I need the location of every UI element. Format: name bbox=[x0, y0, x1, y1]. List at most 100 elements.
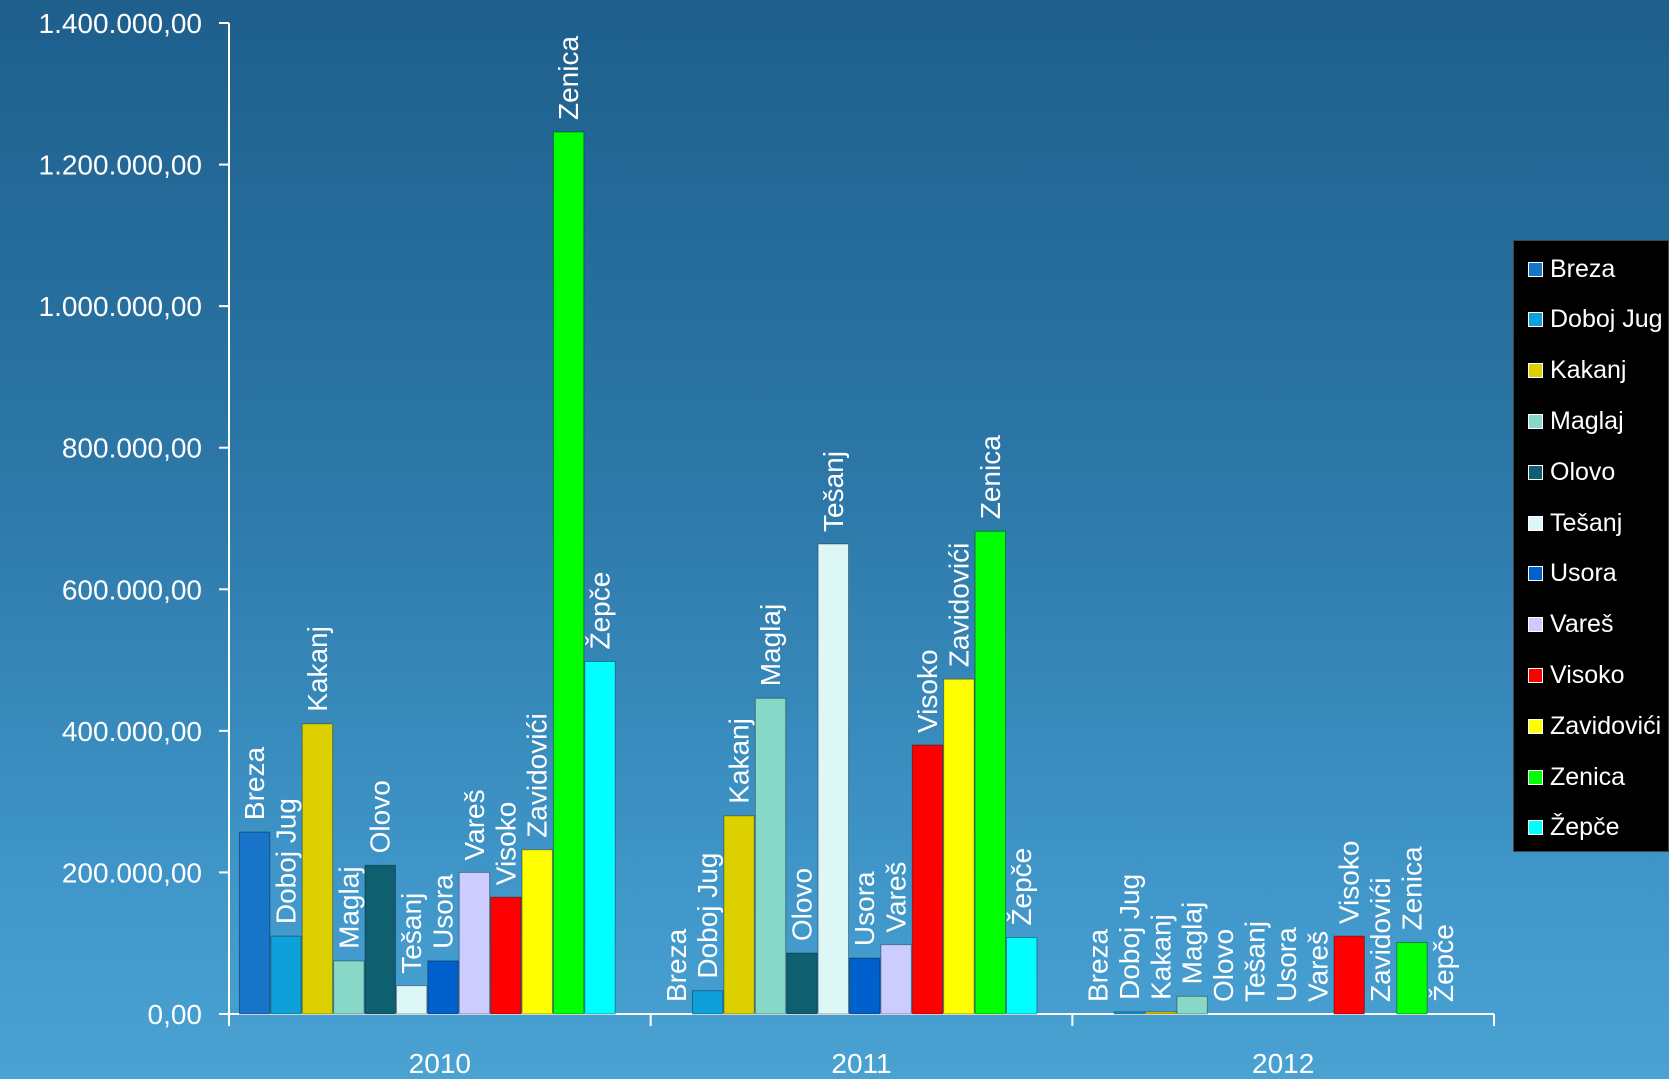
legend-label: Breza bbox=[1550, 254, 1616, 283]
legend-label: Zenica bbox=[1550, 762, 1626, 791]
data-label: Visoko bbox=[1334, 841, 1365, 925]
x-tick-label: 2012 bbox=[1252, 1048, 1314, 1079]
bar bbox=[786, 952, 818, 1015]
data-label: Vareš bbox=[881, 862, 912, 933]
data-label: Visoko bbox=[490, 802, 521, 886]
legend-label: Usora bbox=[1550, 559, 1617, 588]
bar bbox=[1396, 942, 1428, 1015]
data-label: Zenica bbox=[553, 36, 584, 120]
bar bbox=[458, 871, 491, 1015]
data-label: Vareš bbox=[1302, 931, 1333, 1002]
data-label: Maglaj bbox=[1177, 902, 1208, 984]
y-tick-label: 200.000,00 bbox=[62, 857, 202, 888]
legend-item: Tešanj bbox=[1528, 508, 1622, 538]
legend-label: Žepče bbox=[1550, 813, 1620, 842]
legend-label: Tešanj bbox=[1550, 508, 1623, 537]
bar bbox=[723, 815, 755, 1015]
bar bbox=[1145, 1011, 1177, 1015]
data-label: Usora bbox=[428, 874, 459, 949]
bar bbox=[754, 697, 787, 1015]
bar bbox=[974, 530, 1006, 1015]
data-label: Tešanj bbox=[818, 451, 849, 532]
legend-swatch bbox=[1528, 769, 1543, 785]
legend-item: Doboj Jug bbox=[1528, 305, 1663, 335]
bar bbox=[849, 957, 881, 1015]
bar bbox=[1176, 995, 1208, 1015]
bar bbox=[880, 944, 912, 1015]
legend-label: Maglaj bbox=[1550, 406, 1624, 435]
data-label: Maglaj bbox=[333, 866, 364, 948]
bar bbox=[521, 849, 553, 1015]
legend-item: Žepče bbox=[1528, 813, 1619, 843]
legend-label: Olovo bbox=[1550, 457, 1616, 486]
data-label: Tešanj bbox=[396, 893, 427, 974]
bar bbox=[490, 896, 522, 1015]
bar bbox=[427, 960, 459, 1015]
legend: Breza Doboj Jug Kakanj Maglaj Olovo Tešanj Uso… bbox=[1513, 240, 1669, 852]
legend-item: Breza bbox=[1528, 254, 1615, 284]
legend-label: Visoko bbox=[1550, 660, 1625, 689]
y-tick-label: 400.000,00 bbox=[62, 716, 202, 747]
bar bbox=[333, 960, 365, 1015]
bar bbox=[817, 543, 849, 1015]
legend-swatch bbox=[1528, 667, 1543, 683]
legend-swatch bbox=[1528, 312, 1543, 328]
data-label: Maglaj bbox=[755, 604, 786, 686]
data-label: Olovo bbox=[365, 780, 396, 853]
data-label: Vareš bbox=[459, 789, 490, 860]
legend-swatch bbox=[1528, 820, 1543, 836]
legend-swatch bbox=[1528, 464, 1543, 480]
y-tick-label: 1.400.000,00 bbox=[39, 8, 203, 39]
legend-item: Olovo bbox=[1528, 457, 1615, 487]
y-tick-label: 600.000,00 bbox=[62, 574, 202, 605]
legend-item: Zenica bbox=[1528, 762, 1625, 792]
data-label: Olovo bbox=[786, 868, 817, 941]
bar bbox=[552, 131, 585, 1015]
y-tick-label: 800.000,00 bbox=[62, 433, 202, 464]
data-label: Tešanj bbox=[1239, 921, 1270, 1002]
legend-item: Vareš bbox=[1528, 610, 1613, 640]
data-label: Doboj Jug bbox=[1114, 874, 1145, 1000]
legend-swatch bbox=[1528, 413, 1543, 429]
data-label: Usora bbox=[849, 871, 880, 946]
x-tick-label: 2010 bbox=[409, 1048, 471, 1079]
data-label: Kakanj bbox=[724, 718, 755, 804]
bar bbox=[911, 744, 944, 1015]
data-label: Breza bbox=[661, 928, 692, 1002]
data-label: Zavidovići bbox=[943, 543, 974, 667]
legend-item: Maglaj bbox=[1528, 406, 1624, 436]
legend-label: Vareš bbox=[1550, 610, 1614, 639]
legend-swatch bbox=[1528, 617, 1543, 633]
data-label: Visoko bbox=[912, 649, 943, 733]
bar bbox=[692, 990, 724, 1015]
legend-swatch bbox=[1528, 363, 1543, 379]
y-tick-label: 1.000.000,00 bbox=[39, 291, 203, 322]
data-label: Žepče bbox=[1428, 924, 1459, 1002]
bar bbox=[1333, 935, 1365, 1015]
bar bbox=[301, 723, 334, 1015]
data-label: Usora bbox=[1271, 927, 1302, 1002]
data-label: Breza bbox=[1082, 928, 1113, 1002]
data-label: Zenica bbox=[975, 435, 1006, 519]
data-label: Zavidovići bbox=[1365, 878, 1396, 1002]
legend-swatch bbox=[1528, 718, 1543, 734]
data-label: Žepče bbox=[585, 572, 616, 650]
bar bbox=[1006, 937, 1038, 1015]
data-label: Breza bbox=[239, 747, 270, 821]
legend-swatch bbox=[1528, 261, 1543, 277]
legend-swatch bbox=[1528, 566, 1543, 582]
y-tick-label: 1.200.000,00 bbox=[39, 150, 203, 181]
data-label: Olovo bbox=[1208, 929, 1239, 1002]
x-axis: 2010 2011 2012 bbox=[228, 1013, 1495, 1079]
y-tick-label: 0,00 bbox=[148, 999, 203, 1030]
legend-item: Zavidovići bbox=[1528, 711, 1661, 741]
bar bbox=[943, 678, 975, 1015]
bar bbox=[1113, 1011, 1146, 1015]
bar bbox=[584, 660, 616, 1015]
legend-label: Kakanj bbox=[1550, 356, 1627, 385]
legend-label: Zavidovići bbox=[1550, 711, 1662, 740]
y-axis: 0,00 200.000,00 400.000,00 600.000,00 800.00… bbox=[39, 8, 230, 1030]
legend-label: Doboj Jug bbox=[1550, 305, 1663, 334]
